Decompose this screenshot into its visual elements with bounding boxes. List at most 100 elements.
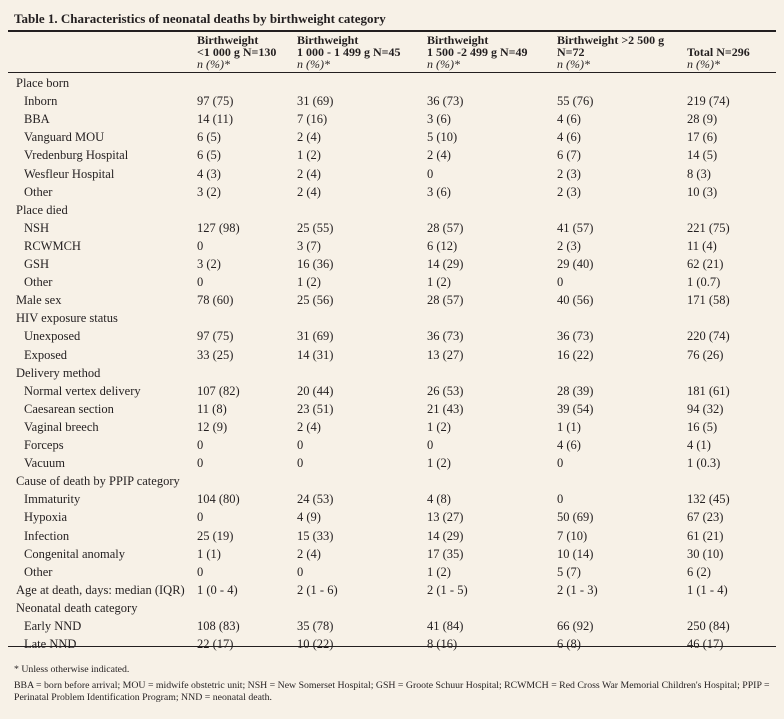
- cell: 6 (5): [197, 130, 221, 145]
- cell: 219 (74): [687, 94, 730, 109]
- section-label: Delivery method: [16, 365, 101, 380]
- cell: 41 (57): [557, 220, 594, 235]
- cell: 2 (1 - 3): [557, 582, 598, 597]
- cell: 30 (10): [687, 546, 724, 561]
- cell: 2 (1 - 6): [297, 582, 338, 597]
- cell: 16 (36): [297, 257, 334, 271]
- cell: 35 (78): [297, 619, 334, 633]
- cell: 16 (22): [557, 347, 594, 362]
- cell: 0: [427, 166, 434, 181]
- cell: 0: [197, 456, 204, 471]
- row-label: Caesarean section: [24, 401, 114, 416]
- column-header: n (%)*: [557, 57, 590, 71]
- cell: 10 (14): [557, 546, 594, 561]
- cell: 39 (54): [557, 401, 594, 416]
- cell: 76 (26): [687, 347, 724, 362]
- cell: 0: [297, 564, 304, 579]
- cell: 1 (2): [427, 419, 451, 434]
- section-label: Male sex: [16, 293, 62, 308]
- cell: 97 (75): [197, 94, 234, 109]
- row-label: Inborn: [24, 94, 58, 109]
- column-header: n (%)*: [687, 57, 720, 71]
- cell: 14 (31): [297, 347, 334, 362]
- cell: 14 (5): [687, 148, 718, 163]
- row-label: Late NND: [24, 637, 77, 652]
- row-label: Vredenburg Hospital: [24, 148, 129, 163]
- column-header: n (%)*: [427, 57, 460, 71]
- row-label: Immaturity: [24, 492, 81, 507]
- row-label: Unexposed: [24, 329, 81, 344]
- cell: 15 (33): [297, 528, 334, 543]
- cell: 2 (4): [297, 166, 321, 181]
- cell: 36 (73): [427, 94, 464, 109]
- cell: 16 (5): [687, 419, 718, 434]
- cell: 7 (16): [297, 112, 328, 127]
- column-header: Total N=296: [687, 45, 750, 59]
- row-label: Hypoxia: [24, 510, 68, 525]
- cell: 11 (4): [687, 238, 717, 253]
- cell: 21 (43): [427, 401, 464, 416]
- cell: 0: [197, 438, 204, 452]
- cell: 50 (69): [557, 510, 594, 525]
- column-header: Birthweight: [427, 33, 489, 47]
- cell: 6 (5): [197, 148, 221, 163]
- cell: 20 (44): [297, 383, 334, 398]
- column-header: <1 000 g N=130: [197, 45, 277, 59]
- row-label: Early NND: [24, 619, 82, 633]
- row-label: Vaginal breech: [24, 419, 99, 434]
- cell: 108 (83): [197, 619, 240, 633]
- cell: 11 (8): [197, 401, 227, 416]
- cell: 25 (55): [297, 220, 334, 235]
- cell: 1 (2): [427, 456, 451, 471]
- cell: 62 (21): [687, 257, 724, 271]
- cell: 0: [427, 438, 434, 452]
- cell: 4 (3): [197, 166, 221, 181]
- cell: 3 (2): [197, 184, 221, 199]
- cell: 5 (10): [427, 130, 458, 145]
- cell: 6 (8): [557, 637, 581, 652]
- cell: 0: [557, 275, 564, 290]
- column-header: Birthweight: [197, 33, 259, 47]
- cell: 13 (27): [427, 510, 464, 525]
- row-label: Normal vertex delivery: [24, 383, 141, 398]
- cell: 94 (32): [687, 401, 724, 416]
- cell: 2 (4): [297, 130, 321, 145]
- cell: 6 (12): [427, 238, 458, 253]
- cell: 12 (9): [197, 419, 228, 434]
- cell: 36 (73): [427, 329, 464, 344]
- table-title: Table 1. Characteristics of neonatal dea…: [14, 11, 386, 26]
- cell: 33 (25): [197, 347, 234, 362]
- rule: [8, 30, 776, 32]
- cell: 250 (84): [687, 619, 730, 633]
- cell: 4 (6): [557, 130, 581, 145]
- cell: 40 (56): [557, 293, 594, 308]
- cell: 2 (1 - 5): [427, 582, 468, 597]
- cell: 132 (45): [687, 492, 730, 507]
- cell: 31 (69): [297, 329, 334, 344]
- column-header: 1 000 - 1 499 g N=45: [297, 45, 401, 59]
- cell: 2 (4): [427, 148, 451, 163]
- cell: 0: [297, 456, 304, 471]
- cell: 0: [557, 456, 564, 471]
- cell: 6 (7): [557, 148, 581, 163]
- cell: 28 (57): [427, 220, 464, 235]
- row-label: Forceps: [24, 438, 64, 452]
- cell: 104 (80): [197, 492, 240, 507]
- cell: 107 (82): [197, 383, 240, 398]
- cell: 1 (2): [427, 564, 451, 579]
- cell: 10 (22): [297, 637, 334, 652]
- row-label: GSH: [24, 257, 50, 271]
- cell: 0: [297, 438, 304, 452]
- cell: 1 (1 - 4): [687, 582, 728, 597]
- cell: 6 (2): [687, 564, 711, 579]
- cell: 3 (6): [427, 184, 451, 199]
- cell: 4 (8): [427, 492, 451, 507]
- cell: 97 (75): [197, 329, 234, 344]
- cell: 220 (74): [687, 329, 730, 344]
- cell: 41 (84): [427, 619, 464, 633]
- cell: 66 (92): [557, 619, 594, 633]
- cell: 3 (7): [297, 238, 321, 253]
- cell: 46 (17): [687, 637, 724, 652]
- row-label: Vacuum: [24, 456, 65, 471]
